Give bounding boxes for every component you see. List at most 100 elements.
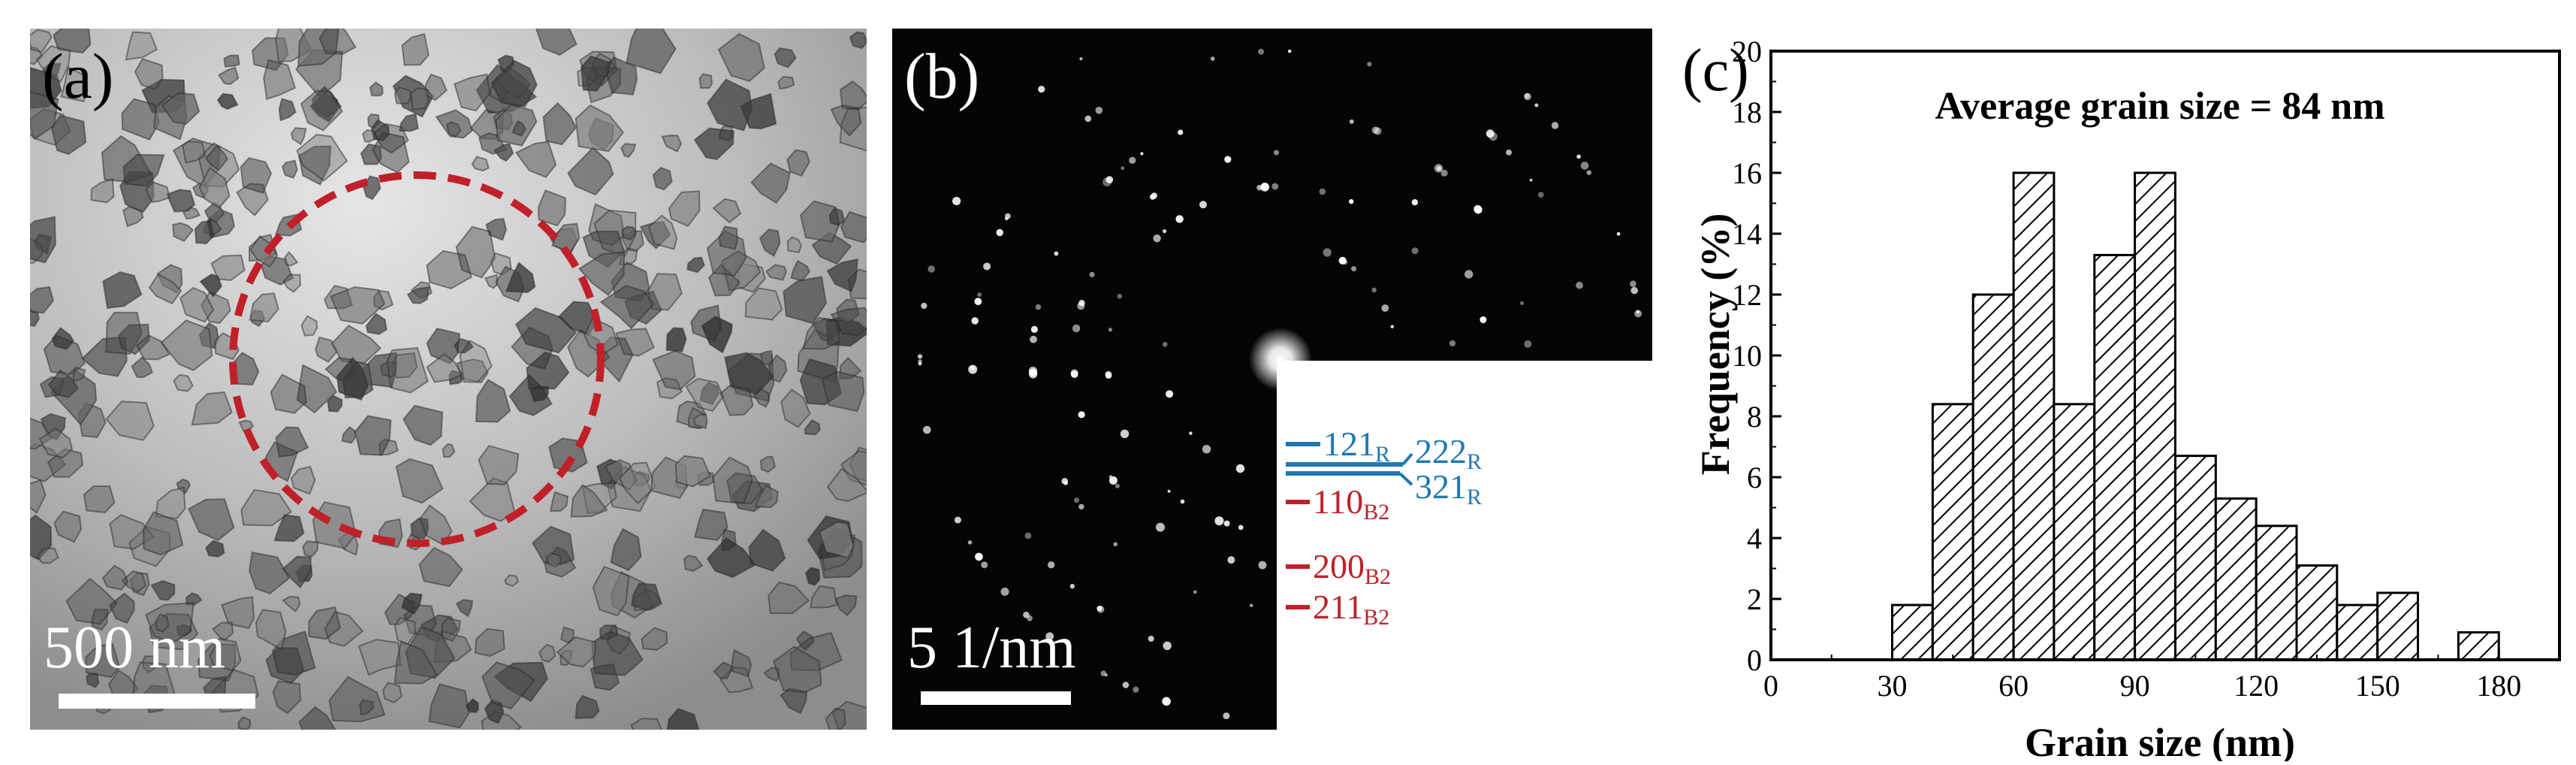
grain <box>237 716 252 730</box>
diffraction-spot <box>1223 712 1230 720</box>
grain <box>753 388 771 408</box>
grain <box>336 356 369 401</box>
grain <box>210 254 246 282</box>
grain <box>652 349 696 391</box>
diffraction-spot <box>1214 516 1224 526</box>
grain <box>197 643 237 682</box>
grain <box>386 346 429 394</box>
histogram-bar <box>2255 525 2298 661</box>
diffraction-spot <box>1045 632 1054 641</box>
grain <box>122 205 144 228</box>
x-axis-ticks: 0 30 60 90 120 150 180 <box>1763 649 2521 703</box>
grain <box>490 59 538 107</box>
grain <box>121 98 160 141</box>
histogram-bar <box>1971 293 2015 661</box>
ring-label-222R: 222R <box>1415 432 1482 474</box>
x-tick-label: 0 <box>1763 669 1778 703</box>
grain <box>318 29 357 55</box>
diffraction-spot <box>1464 270 1474 279</box>
grain <box>690 304 722 342</box>
diffraction-spot <box>975 552 983 561</box>
y-tick-label: 18 <box>1732 95 1762 129</box>
diffraction-spot <box>1105 370 1112 378</box>
grain <box>840 210 867 243</box>
grain <box>357 639 402 676</box>
grain <box>774 47 797 68</box>
histogram-bar <box>2012 171 2056 661</box>
diffraction-spot <box>1005 213 1011 219</box>
grain <box>556 636 597 668</box>
diffraction-spot <box>977 292 982 297</box>
grain <box>511 120 526 137</box>
diffraction-spot <box>952 196 961 206</box>
diffraction-spot <box>1167 489 1171 493</box>
diffraction-spot <box>1109 476 1118 485</box>
ring-label-211B2: 211B2 <box>1313 588 1389 630</box>
diffraction-spot <box>1506 150 1512 156</box>
grain <box>726 472 763 505</box>
grain <box>382 682 403 704</box>
grain <box>661 135 683 153</box>
diffraction-spot <box>1140 152 1144 156</box>
grain <box>263 59 297 101</box>
grain <box>836 298 860 324</box>
grain <box>144 601 195 644</box>
diffraction-spot <box>1038 86 1045 93</box>
grain <box>428 683 470 729</box>
diffraction-spot <box>1113 542 1118 546</box>
grain <box>300 315 318 337</box>
diffraction-spot <box>1129 156 1136 164</box>
grain <box>85 643 121 679</box>
grain <box>212 621 234 642</box>
grain <box>685 377 725 413</box>
grain <box>570 484 608 518</box>
diffraction-spot <box>1576 154 1581 159</box>
grain <box>618 461 656 505</box>
diffraction-spot <box>1078 411 1085 419</box>
grain <box>647 273 683 311</box>
grain <box>712 456 753 505</box>
grain <box>804 567 821 586</box>
grain <box>693 127 734 161</box>
grain <box>777 75 795 90</box>
grain <box>109 514 155 550</box>
grain <box>455 598 473 618</box>
diffraction-spot <box>1258 561 1267 570</box>
grain <box>799 200 840 243</box>
grain <box>297 29 339 67</box>
grain <box>198 166 231 209</box>
grain <box>614 328 655 357</box>
diffraction-spot <box>1486 129 1495 138</box>
grain <box>248 551 291 595</box>
diffraction-spot <box>1576 281 1583 289</box>
grain <box>505 262 536 294</box>
y-tick-label: 4 <box>1747 522 1762 555</box>
grain <box>150 580 176 601</box>
selected-area-circle <box>229 171 605 547</box>
grain <box>712 198 742 224</box>
grain <box>453 73 491 112</box>
diffraction-spot <box>1175 215 1184 223</box>
grain <box>826 258 858 292</box>
diffraction-pattern-image: (b) 5 1/nm 121R 222R 321R 110B2 200B2 21… <box>892 29 1652 730</box>
grain <box>30 286 55 314</box>
diffraction-spot <box>1440 169 1448 177</box>
grain <box>312 501 357 549</box>
diffraction-spot <box>1258 48 1265 55</box>
y-tick-label: 2 <box>1747 582 1762 616</box>
diffraction-spot <box>917 354 923 359</box>
grain <box>465 697 480 713</box>
diffraction-spot <box>1580 162 1589 170</box>
diffraction-spot <box>1238 525 1244 531</box>
x-tick-label: 180 <box>2476 669 2521 703</box>
grain <box>674 455 711 488</box>
grain <box>395 458 444 504</box>
grain <box>134 58 164 90</box>
grain <box>35 45 71 83</box>
grain <box>731 649 753 678</box>
diffraction-spot <box>1374 127 1382 135</box>
diffraction-spot <box>1210 56 1215 61</box>
grain <box>125 31 158 61</box>
diffraction-spot <box>1189 431 1193 435</box>
grain <box>341 426 356 444</box>
